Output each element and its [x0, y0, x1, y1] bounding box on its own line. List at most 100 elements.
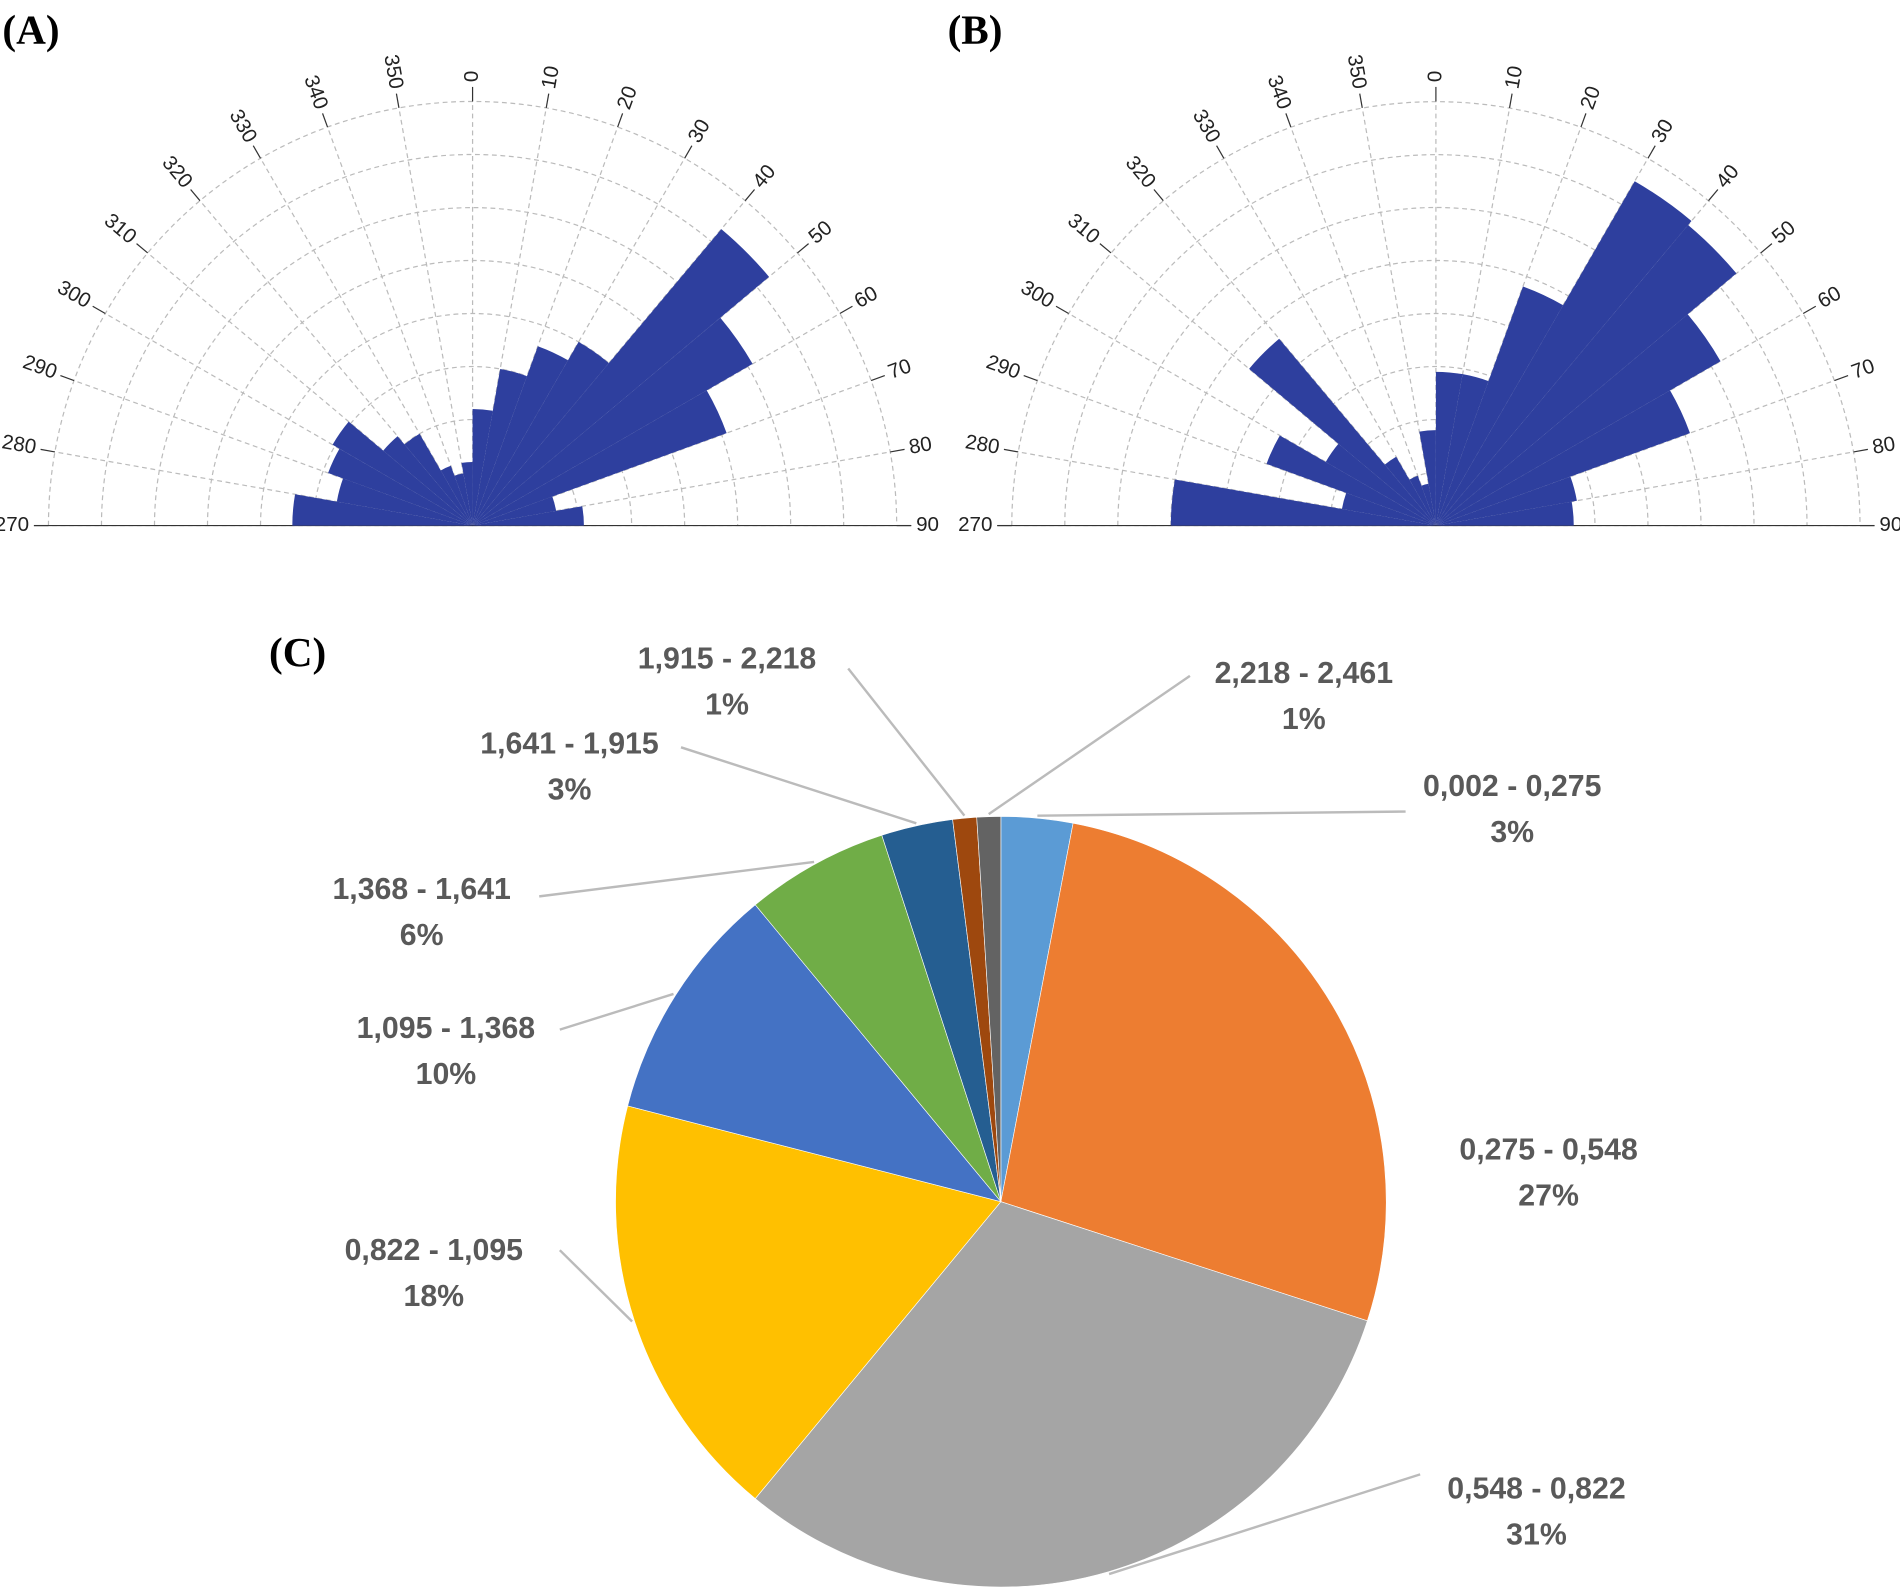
- pie-slice: [976, 816, 1002, 1202]
- grid-line: [1290, 126, 1437, 526]
- angle-tick-label: 0: [1423, 71, 1446, 82]
- rose-bar: [440, 465, 473, 526]
- tick-mark: [870, 374, 885, 382]
- rose-bar: [1341, 492, 1436, 526]
- slice-value-label: 27%: [1518, 1179, 1579, 1212]
- tick-mark: [839, 305, 853, 315]
- slice-value-label: 1%: [1282, 703, 1326, 736]
- leader-line: [559, 992, 674, 1031]
- slice-value-label: 3%: [1490, 816, 1534, 849]
- pie-slice: [754, 834, 1002, 1202]
- panel-title: (C): [269, 629, 326, 676]
- tick-mark: [40, 448, 56, 453]
- tick-mark: [1055, 305, 1069, 315]
- tick-mark: [1708, 189, 1719, 202]
- tick-mark: [1834, 374, 1849, 382]
- angle-tick-label: 340: [1263, 72, 1296, 112]
- angle-tick-label: 330: [1188, 105, 1225, 146]
- tick-mark: [1647, 145, 1656, 159]
- rose-bar: [1421, 483, 1436, 526]
- rose-bar: [383, 436, 473, 526]
- angle-tick-label: 50: [1768, 216, 1800, 248]
- angle-tick-label: 290: [983, 350, 1023, 383]
- rose-bar: [1435, 286, 1564, 526]
- slice-value-label: 1%: [705, 689, 749, 722]
- angle-tick-label: 290: [20, 350, 60, 383]
- angle-tick-label: 270: [958, 513, 992, 536]
- rose-bar: [328, 448, 473, 526]
- angle-tick-label: 60: [1814, 281, 1845, 312]
- slice-label: 1,915 - 2,218: [638, 643, 816, 676]
- rose-bar: [472, 408, 493, 526]
- grid-line: [1435, 200, 1709, 526]
- angle-tick-label: 300: [1017, 276, 1058, 313]
- tick-mark: [1153, 189, 1164, 202]
- slice-label: 2,218 - 2,461: [1215, 657, 1393, 690]
- pie-slice: [754, 1201, 1368, 1588]
- rose-bar: [1325, 443, 1436, 526]
- rose-bar: [472, 317, 753, 526]
- angle-tick-label: 40: [1711, 160, 1743, 192]
- slice-value-label: 3%: [548, 773, 592, 806]
- tick-mark: [1760, 243, 1773, 254]
- pie-slice: [615, 1105, 1002, 1500]
- rose-bar: [1170, 479, 1436, 526]
- angle-tick-label: 80: [907, 432, 934, 459]
- tick-mark: [1023, 374, 1038, 382]
- slice-label: 1,095 - 1,368: [357, 1012, 535, 1045]
- angle-tick-label: 280: [964, 430, 1002, 459]
- slice-value-label: 31%: [1506, 1519, 1567, 1552]
- grid-line: [472, 126, 619, 526]
- grid-line: [1223, 157, 1437, 526]
- panel-title: (A): [2, 6, 59, 53]
- tick-mark: [136, 243, 149, 254]
- angle-tick-label: 350: [1343, 53, 1372, 91]
- angle-tick-label: 20: [612, 83, 641, 112]
- grid-line: [326, 126, 474, 526]
- grid-line: [1435, 126, 1582, 526]
- rose-bar: [1266, 435, 1436, 526]
- panel-title: (B): [948, 6, 1003, 53]
- angle-tick-label: 310: [1063, 209, 1104, 249]
- angle-tick-label: 40: [748, 160, 780, 192]
- angle-tick-label: 70: [1848, 354, 1877, 383]
- tick-mark: [684, 145, 693, 159]
- tick-mark: [92, 305, 106, 315]
- rose-bar: [1435, 501, 1574, 526]
- tick-mark: [252, 145, 262, 159]
- grid-line: [259, 157, 474, 526]
- slice-label: 0,002 - 0,275: [1423, 770, 1601, 803]
- angle-tick-label: 20: [1576, 83, 1605, 112]
- rose-bar: [1435, 390, 1690, 526]
- rose-bar: [472, 341, 609, 526]
- rose-bar: [1384, 456, 1436, 526]
- tick-mark: [545, 93, 550, 109]
- leader-line: [539, 860, 815, 898]
- angle-tick-label: 270: [0, 513, 29, 536]
- angle-tick-label: 300: [54, 276, 95, 313]
- angle-tick-label: 80: [1870, 432, 1897, 459]
- angle-tick-label: 320: [1121, 151, 1161, 192]
- leader-line: [1108, 1473, 1421, 1576]
- rose-bar: [1435, 314, 1721, 526]
- leader-line: [1037, 810, 1406, 817]
- angle-tick-label: 320: [157, 151, 197, 192]
- tick-mark: [1802, 305, 1817, 315]
- slice-value-label: 18%: [403, 1280, 464, 1313]
- rose-bar: [454, 473, 473, 526]
- grid-line: [1037, 379, 1437, 527]
- rose-bar: [472, 368, 527, 526]
- rose-bar: [404, 433, 473, 526]
- angle-tick-label: 50: [804, 216, 836, 248]
- tick-mark: [395, 93, 400, 109]
- rose-bar: [336, 478, 473, 526]
- rose-bar: [472, 496, 557, 526]
- tick-mark: [1359, 93, 1363, 109]
- rose-bar: [1409, 475, 1436, 526]
- angle-tick-label: 0: [460, 71, 483, 82]
- rose-bar: [1435, 476, 1577, 526]
- tick-mark: [744, 189, 755, 202]
- pie-slice: [1000, 822, 1387, 1322]
- slice-label: 0,548 - 0,822: [1447, 1473, 1625, 1506]
